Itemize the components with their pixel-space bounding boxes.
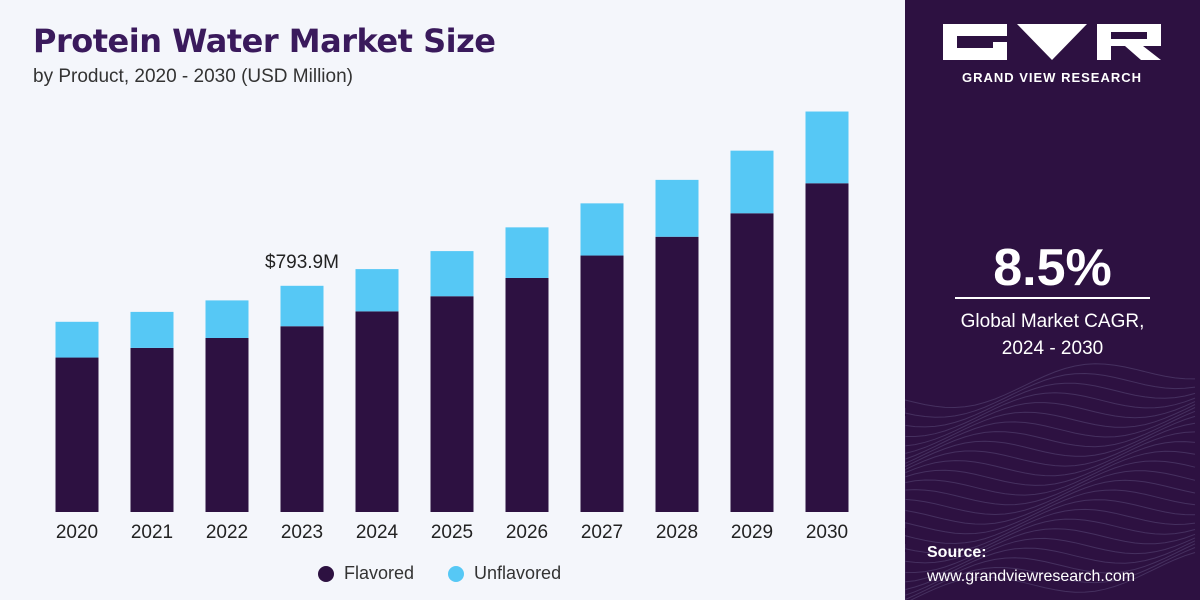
- brand-name: GRAND VIEW RESEARCH: [961, 70, 1143, 85]
- bar-flavored-2022: [205, 337, 249, 512]
- bar-unflavored-2020: [55, 321, 99, 358]
- wave-line: [905, 540, 1196, 591]
- bar-flavored-2028: [655, 236, 699, 513]
- bar-flavored-2029: [730, 213, 774, 512]
- legend-swatch-flavored: [318, 565, 334, 582]
- bar-unflavored-2021: [130, 311, 174, 348]
- x-tick-label-2026: 2026: [506, 522, 548, 543]
- bar-flavored-2027: [580, 255, 624, 513]
- wave-line: [905, 489, 1196, 535]
- legend-swatch-unflavored: [448, 565, 465, 582]
- bar-flavored-2026: [505, 277, 549, 512]
- bar-unflavored-2028: [655, 179, 699, 237]
- cagr-label-line1: Global Market CAGR,: [960, 311, 1145, 332]
- wave-line: [905, 382, 1196, 428]
- x-tick-label-2022: 2022: [206, 522, 248, 543]
- wave-line: [905, 479, 1196, 525]
- legend-label-unflavored: Unflavored: [474, 563, 562, 583]
- wave-line: [905, 401, 1196, 447]
- chart-legend: Flavored Unflavored: [318, 563, 595, 584]
- cagr-divider: [955, 297, 1150, 299]
- wave-line: [905, 528, 1196, 574]
- side-panel: GRAND VIEW RESEARCH 8.5% Global Market C…: [905, 0, 1200, 600]
- chart-area: 2020 2021 2022 2023 2024 2025 2026 2027 2028 2029…: [0, 0, 905, 600]
- bar-flavored-2023: [280, 326, 324, 512]
- wave-line: [905, 450, 1196, 496]
- bar-unflavored-2029: [730, 150, 774, 214]
- bar-flavored-2020: [55, 357, 99, 512]
- x-tick-label-2020: 2020: [56, 522, 98, 543]
- chart-title: Protein Water Market Size: [33, 22, 496, 60]
- bar-unflavored-2024: [355, 269, 399, 312]
- legend-item-flavored: Flavored: [318, 563, 414, 584]
- legend-item-unflavored: Unflavored: [448, 563, 561, 584]
- bar-unflavored-2023: [280, 285, 324, 327]
- x-tick-label-2028: 2028: [656, 522, 698, 543]
- wave-line: [905, 363, 1196, 409]
- wave-line: [905, 518, 1196, 564]
- wave-line: [905, 392, 1196, 437]
- x-tick-label-2027: 2027: [581, 522, 623, 543]
- x-tick-label-2023: 2023: [281, 522, 323, 543]
- wave-line: [905, 547, 1196, 600]
- wave-line: [905, 431, 1196, 480]
- wave-line: [905, 407, 1196, 460]
- wave-line: [905, 460, 1196, 506]
- wave-line: [905, 404, 1196, 455]
- bar-unflavored-2027: [580, 203, 624, 256]
- wave-line: [905, 543, 1196, 596]
- x-tick-label-2025: 2025: [431, 522, 473, 543]
- bar-flavored-2024: [355, 311, 399, 512]
- x-tick-label-2029: 2029: [731, 522, 773, 543]
- chart-subtitle: by Product, 2020 - 2030 (USD Million): [33, 66, 353, 87]
- bar-unflavored-2025: [430, 251, 474, 297]
- bar-flavored-2021: [130, 347, 174, 512]
- wave-line: [905, 410, 1196, 465]
- wave-pattern-background: [905, 363, 1196, 600]
- gvr-logo-icon: [943, 24, 1161, 60]
- wave-line: [905, 415, 1196, 468]
- wave-line: [905, 372, 1196, 418]
- bar-flavored-2030: [805, 183, 849, 513]
- bar-unflavored-2026: [505, 227, 549, 278]
- x-tick-label-2021: 2021: [131, 522, 173, 543]
- wave-line: [905, 508, 1196, 554]
- wave-line: [905, 441, 1196, 488]
- data-label-2023: $793.9M: [265, 252, 339, 273]
- legend-label-flavored: Flavored: [344, 563, 415, 583]
- x-tick-label-2030: 2030: [806, 522, 848, 543]
- source-label: Source:: [927, 544, 987, 561]
- wave-line: [905, 499, 1196, 545]
- wave-line: [905, 537, 1196, 583]
- wave-line: [905, 422, 1196, 472]
- x-tick-label-2024: 2024: [356, 522, 399, 543]
- bar-flavored-2025: [430, 296, 474, 512]
- source-url[interactable]: www.grandviewresearch.com: [927, 568, 1136, 585]
- cagr-label: Global Market CAGR, 2024 - 2030: [935, 308, 1170, 362]
- wave-line: [905, 470, 1196, 516]
- wave-line: [905, 552, 1196, 600]
- cagr-value: 8.5%: [993, 239, 1112, 297]
- cagr-label-line2: 2024 - 2030: [1001, 338, 1104, 359]
- bar-chart: 2020 2021 2022 2023 2024 2025 2026 2027 2028 2029…: [55, 111, 849, 543]
- bar-unflavored-2022: [205, 300, 249, 338]
- bar-unflavored-2030: [805, 111, 849, 184]
